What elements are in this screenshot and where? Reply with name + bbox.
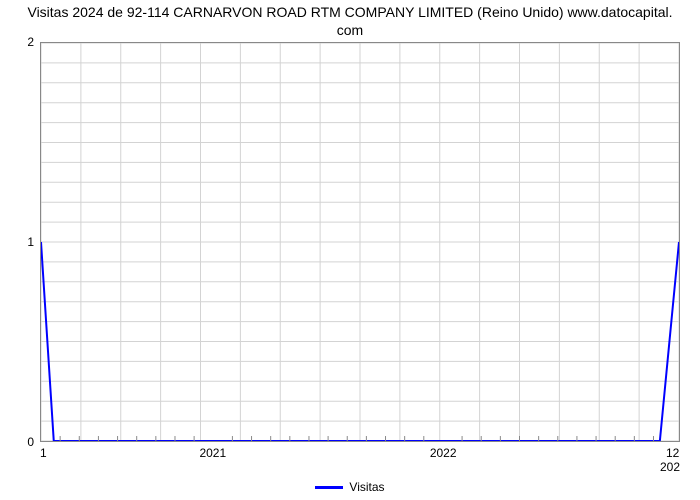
- plot-svg: [41, 43, 679, 441]
- y-tick-label: 2: [0, 35, 34, 49]
- legend-swatch: [315, 486, 343, 489]
- x-axis-end-upper-label: 12: [666, 446, 679, 460]
- x-axis-start-label: 1: [40, 446, 47, 460]
- x-axis-end-lower-label: 202: [660, 460, 680, 474]
- y-tick-label: 0: [0, 435, 34, 449]
- x-tick-label: 2021: [199, 446, 226, 460]
- chart-title-line2: com: [337, 22, 363, 38]
- chart-title-line1: Visitas 2024 de 92-114 CARNARVON ROAD RT…: [27, 4, 672, 20]
- legend-label: Visitas: [349, 480, 384, 494]
- plot-area: [40, 42, 680, 442]
- legend: Visitas: [0, 480, 700, 494]
- y-tick-label: 1: [0, 235, 34, 249]
- chart-container: Visitas 2024 de 92-114 CARNARVON ROAD RT…: [0, 0, 700, 500]
- chart-title: Visitas 2024 de 92-114 CARNARVON ROAD RT…: [0, 4, 700, 39]
- x-tick-label: 2022: [430, 446, 457, 460]
